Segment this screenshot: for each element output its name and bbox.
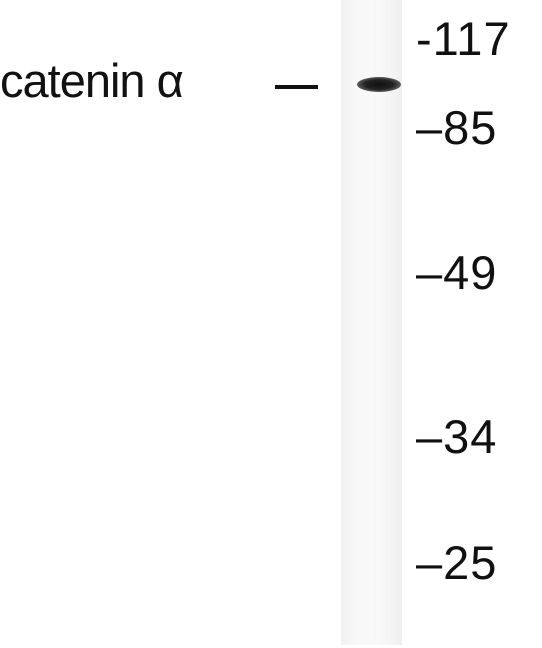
- mw-marker-49: –49: [416, 246, 498, 299]
- mw-marker-117: -117: [416, 12, 511, 65]
- mw-marker-34: –34: [416, 410, 498, 463]
- mw-marker-85: –85: [416, 101, 498, 154]
- band-marker-dash: [275, 85, 318, 89]
- protein-band: [357, 77, 401, 92]
- blot-lane: [341, 0, 402, 645]
- protein-label: catenin α: [0, 54, 184, 107]
- mw-marker-25: –25: [416, 536, 498, 589]
